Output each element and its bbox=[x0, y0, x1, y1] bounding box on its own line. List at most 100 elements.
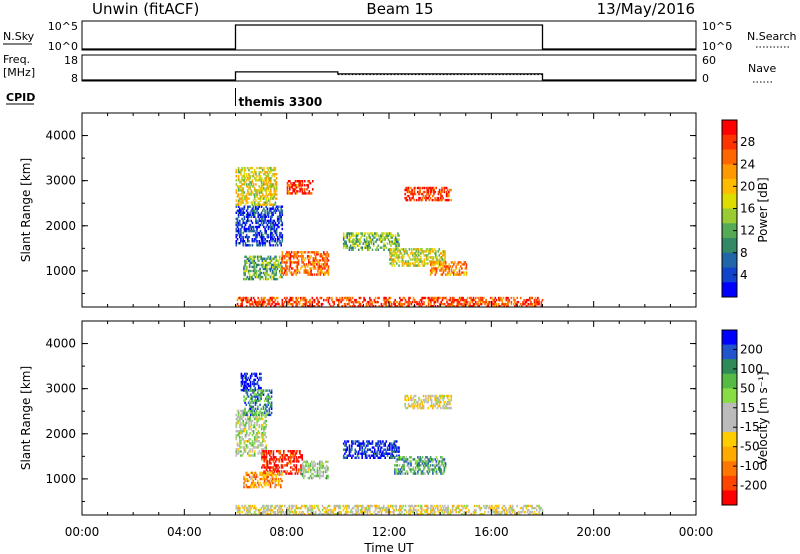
data-cell bbox=[458, 300, 461, 304]
data-cell bbox=[258, 191, 261, 194]
data-cell bbox=[351, 244, 353, 247]
data-cell bbox=[404, 458, 407, 461]
data-cell bbox=[389, 446, 391, 449]
data-cell bbox=[268, 296, 271, 300]
data-cell bbox=[258, 432, 261, 435]
data-cell bbox=[446, 267, 448, 270]
data-cell bbox=[495, 506, 498, 510]
data-cell bbox=[295, 190, 298, 193]
data-cell bbox=[309, 271, 311, 274]
data-cell bbox=[274, 473, 276, 477]
data-cell bbox=[414, 468, 417, 471]
data-cell bbox=[255, 225, 257, 229]
data-cell bbox=[395, 240, 398, 243]
data-cell bbox=[325, 464, 328, 468]
data-cell bbox=[306, 305, 309, 308]
data-cell bbox=[280, 205, 282, 208]
data-cell bbox=[339, 506, 341, 510]
data-cell bbox=[402, 302, 404, 306]
data-cell bbox=[533, 305, 536, 308]
data-cell bbox=[311, 263, 314, 266]
data-cell bbox=[259, 213, 262, 216]
data-cell bbox=[538, 510, 540, 514]
data-cell bbox=[267, 168, 270, 172]
data-cell bbox=[278, 269, 281, 273]
data-cell bbox=[275, 189, 278, 192]
data-cell bbox=[405, 394, 408, 398]
data-cell bbox=[280, 464, 283, 467]
data-cell bbox=[345, 444, 347, 447]
data-cell bbox=[263, 460, 265, 463]
data-cell bbox=[263, 421, 265, 425]
data-cell bbox=[268, 193, 271, 196]
data-cell bbox=[311, 506, 314, 510]
data-cell bbox=[249, 213, 251, 216]
data-cell bbox=[449, 402, 451, 406]
data-cell bbox=[267, 401, 269, 404]
data-cell bbox=[253, 391, 256, 394]
data-cell bbox=[399, 305, 401, 308]
data-cell bbox=[239, 229, 241, 233]
data-cell bbox=[265, 197, 267, 200]
data-cell bbox=[378, 296, 380, 300]
data-cell bbox=[242, 240, 244, 243]
data-cell bbox=[298, 271, 301, 274]
data-cell bbox=[266, 195, 269, 198]
data-cell bbox=[286, 182, 289, 185]
data-cell bbox=[361, 448, 363, 451]
data-cell bbox=[237, 432, 240, 435]
data-cell bbox=[417, 460, 419, 463]
data-cell bbox=[348, 232, 351, 235]
data-cell bbox=[488, 506, 491, 510]
data-cell bbox=[440, 394, 442, 398]
data-cell bbox=[270, 227, 272, 231]
data-cell bbox=[263, 296, 265, 300]
data-cell bbox=[280, 510, 282, 514]
data-cell bbox=[255, 434, 257, 437]
data-cell bbox=[297, 460, 300, 463]
data-cell bbox=[253, 452, 256, 455]
data-cell bbox=[309, 513, 311, 516]
data-cell bbox=[242, 423, 244, 427]
data-cell bbox=[426, 296, 429, 300]
data-cell bbox=[407, 186, 410, 190]
data-cell bbox=[503, 302, 506, 306]
data-cell bbox=[316, 253, 318, 256]
data-cell bbox=[502, 504, 505, 508]
data-cell bbox=[327, 300, 330, 304]
data-cell bbox=[292, 450, 294, 453]
data-cell bbox=[244, 296, 247, 300]
data-cell bbox=[399, 458, 402, 461]
data-cell bbox=[294, 510, 296, 514]
data-cell bbox=[237, 203, 240, 206]
data-cell bbox=[309, 192, 312, 195]
data-cell bbox=[448, 194, 450, 198]
data-cell bbox=[418, 264, 421, 267]
data-cell bbox=[389, 296, 392, 300]
data-cell bbox=[280, 244, 282, 247]
data-cell bbox=[446, 508, 448, 512]
data-cell bbox=[433, 261, 435, 264]
data-cell bbox=[263, 448, 265, 451]
data-cell bbox=[471, 298, 474, 302]
data-cell bbox=[254, 374, 256, 378]
data-cell bbox=[428, 460, 431, 463]
data-cell bbox=[303, 188, 306, 191]
data-cell bbox=[270, 203, 272, 206]
data-cell bbox=[258, 417, 261, 421]
data-cell bbox=[433, 269, 435, 272]
data-cell bbox=[426, 196, 428, 200]
data-cell bbox=[451, 265, 454, 268]
data-cell bbox=[242, 235, 244, 239]
data-cell bbox=[314, 255, 317, 258]
data-cell bbox=[399, 296, 401, 300]
data-cell bbox=[245, 265, 248, 269]
data-cell bbox=[437, 192, 440, 196]
data-cell bbox=[247, 446, 249, 449]
data-cell bbox=[434, 261, 437, 264]
data-cell bbox=[409, 510, 411, 514]
data-cell bbox=[409, 460, 411, 463]
data-cell bbox=[357, 240, 360, 243]
data-cell bbox=[401, 298, 403, 302]
data-cell bbox=[304, 460, 306, 463]
